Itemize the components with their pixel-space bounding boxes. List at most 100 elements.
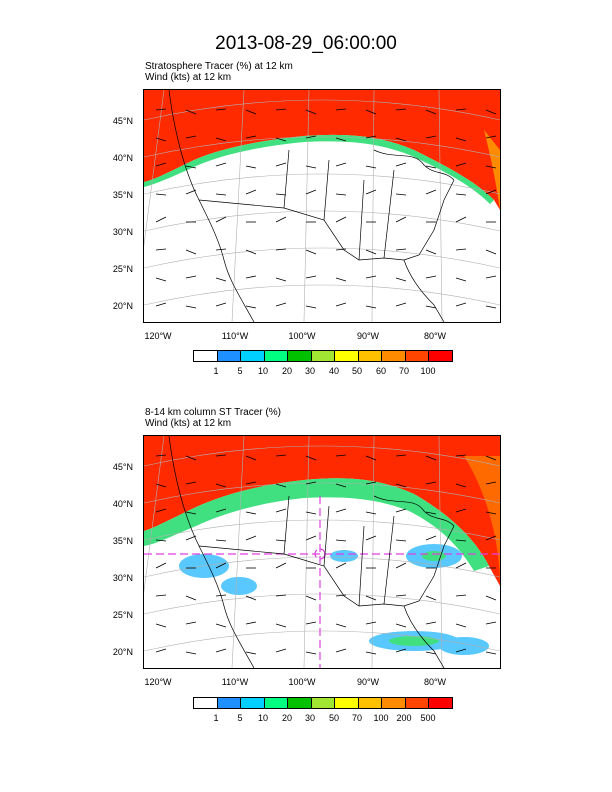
wind-barb xyxy=(305,165,317,169)
wind-barb xyxy=(365,305,377,309)
colorbar-label: 10 xyxy=(257,366,268,376)
wind-barb xyxy=(395,277,407,282)
wind-barb xyxy=(155,623,167,628)
panel2-subtitle-tracer: 8-14 km column ST Tracer (%) xyxy=(145,407,281,418)
wind-barb xyxy=(215,277,227,282)
wind-barb xyxy=(305,109,317,115)
lon-label-120w: 120°W xyxy=(144,331,172,341)
colorbar-swatch xyxy=(311,351,336,361)
wind-barb xyxy=(155,508,167,513)
colorbar-swatch xyxy=(382,698,406,708)
colorbar-label: 1 xyxy=(213,366,219,376)
wind-barb xyxy=(485,305,497,309)
wind-barb xyxy=(275,193,287,196)
wind-barb xyxy=(335,454,347,457)
wind-barb xyxy=(335,277,347,282)
wind-barb xyxy=(215,302,227,307)
wind-barb xyxy=(425,249,437,255)
colorbar-swatch xyxy=(194,351,218,361)
wind-barb xyxy=(245,481,257,485)
wind-barb xyxy=(185,511,197,515)
colorbar-swatch xyxy=(405,698,430,708)
wind-barb xyxy=(335,137,347,142)
wind-barb xyxy=(335,594,347,597)
wind-barb xyxy=(275,248,287,251)
wind-barb xyxy=(275,483,287,488)
wind-barb xyxy=(455,137,467,142)
colorbar-swatch xyxy=(217,698,242,708)
wind-barb xyxy=(245,135,257,139)
wind-barb xyxy=(425,135,437,139)
wind-barb xyxy=(455,539,467,542)
wind-barb xyxy=(155,539,167,542)
lat-label-45n: 45°N xyxy=(112,116,133,126)
colorbar-label: 60 xyxy=(375,366,386,376)
lon-label-110w: 110°W xyxy=(221,331,249,341)
wind-barb xyxy=(185,595,197,601)
wind-barb xyxy=(275,277,287,282)
wind-barb xyxy=(485,481,497,485)
colorbar-label: 50 xyxy=(351,366,362,376)
wind-barb xyxy=(485,511,497,515)
map-lines xyxy=(168,436,455,668)
wind-barb xyxy=(425,481,437,485)
wind-barb xyxy=(365,511,377,515)
wind-barb xyxy=(275,539,287,542)
wind-barb xyxy=(305,305,317,309)
panel1-map xyxy=(143,89,501,323)
wind-barb xyxy=(305,189,317,195)
lat-label-25n: 25°N xyxy=(112,264,133,274)
wind-barb xyxy=(245,165,257,169)
graticule xyxy=(144,436,500,668)
wind-barb xyxy=(275,302,287,307)
wind-barb xyxy=(395,162,407,167)
panel1-map-canvas xyxy=(144,90,500,322)
wind-barb xyxy=(425,109,437,115)
wind-barb xyxy=(335,623,347,628)
wind-barb xyxy=(395,562,407,569)
wind-barb xyxy=(245,275,257,279)
wind-barb xyxy=(335,562,347,569)
wind-barb xyxy=(455,162,467,167)
wind-barb xyxy=(155,162,167,167)
wind-barb xyxy=(335,648,347,653)
wind-barb xyxy=(185,165,197,169)
lat-label-30n: 30°N xyxy=(112,227,133,237)
wind-barb xyxy=(185,275,197,279)
colorbar-swatch xyxy=(217,351,242,361)
wind-barb xyxy=(395,137,407,142)
wind-barb xyxy=(365,455,377,461)
wind-barb xyxy=(485,595,497,601)
colorbar-label: 500 xyxy=(420,713,436,723)
wind-barb xyxy=(185,109,197,115)
wind-barb xyxy=(185,305,197,309)
wind-barb xyxy=(185,135,197,139)
wind-barb xyxy=(155,454,167,457)
lon-label-90w: 90°W xyxy=(356,677,380,687)
wind-barb xyxy=(455,193,467,196)
wind-barb xyxy=(335,508,347,513)
wind-barb xyxy=(425,651,437,655)
lon-label-100w: 100°W xyxy=(288,677,316,687)
colorbar-swatch xyxy=(405,351,430,361)
wind-barb xyxy=(245,595,257,601)
wind-barb xyxy=(275,623,287,628)
wind-barb xyxy=(485,275,497,279)
page-title: 2013-08-29_06:00:00 xyxy=(215,33,397,54)
lat-label-35n: 35°N xyxy=(112,190,133,200)
wind-barb xyxy=(455,508,467,513)
wind-barb xyxy=(485,621,497,625)
wind-barb xyxy=(335,248,347,251)
wind-barb xyxy=(155,137,167,142)
wind-barb xyxy=(455,562,467,569)
wind-barb xyxy=(395,302,407,307)
wind-barb xyxy=(395,648,407,653)
tracer-east-orange xyxy=(464,456,500,586)
wind-barb xyxy=(365,249,377,255)
wind-barb xyxy=(455,483,467,488)
wind-barb xyxy=(275,162,287,167)
colorbar-swatch xyxy=(311,698,336,708)
tracer-scattered-low xyxy=(179,544,489,655)
lon-label-100w: 100°W xyxy=(288,331,316,341)
colorbar-swatch xyxy=(288,351,312,361)
